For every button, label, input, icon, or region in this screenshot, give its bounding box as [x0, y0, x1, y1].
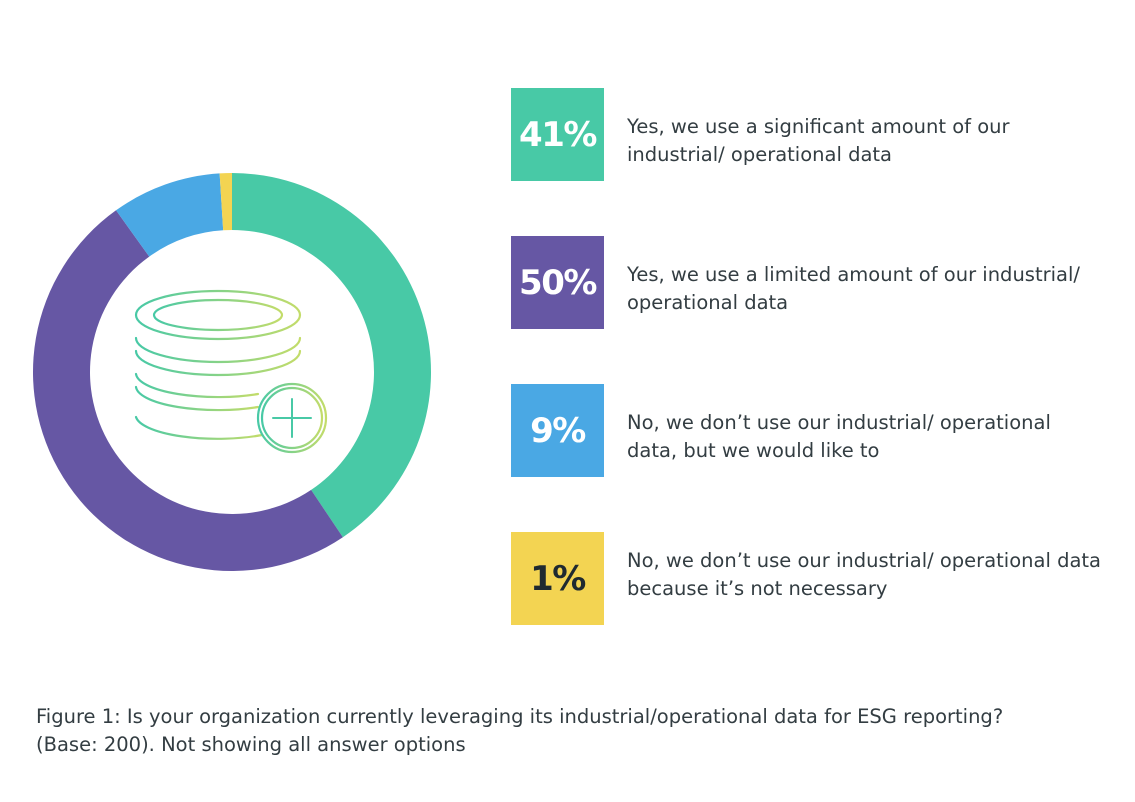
- percent-label: 9%: [511, 384, 604, 477]
- legend-text: Yes, we use a significant amount of our …: [627, 115, 1010, 166]
- percent-label: 1%: [511, 532, 604, 625]
- donut-slice-2: [32, 210, 343, 572]
- donut-slice-4: [219, 173, 232, 231]
- legend-item: 9% No, we don’t use our industrial/ opera…: [511, 384, 1111, 477]
- donut-slices: [32, 173, 432, 572]
- database-add-icon: [134, 289, 328, 454]
- donut-slice-1: [232, 173, 432, 538]
- donut-slice-3: [116, 173, 224, 257]
- legend-text: No, we don’t use our industrial/ operati…: [627, 411, 1051, 462]
- donut-chart: [32, 173, 432, 572]
- legend-text: Yes, we use a limited amount of our indu…: [627, 263, 1080, 314]
- legend-item: 50% Yes, we use a limited amount of our i…: [511, 236, 1111, 329]
- legend-item: 1% No, we don’t use our industrial/ opera…: [511, 532, 1111, 625]
- percent-label: 50%: [511, 236, 604, 329]
- legend-text: No, we don’t use our industrial/ operati…: [627, 549, 1101, 600]
- legend-item: 41% Yes, we use a significant amount of o…: [511, 88, 1111, 181]
- percent-label: 41%: [511, 88, 604, 181]
- figure-caption: Figure 1: Is your organization currently…: [36, 705, 1004, 756]
